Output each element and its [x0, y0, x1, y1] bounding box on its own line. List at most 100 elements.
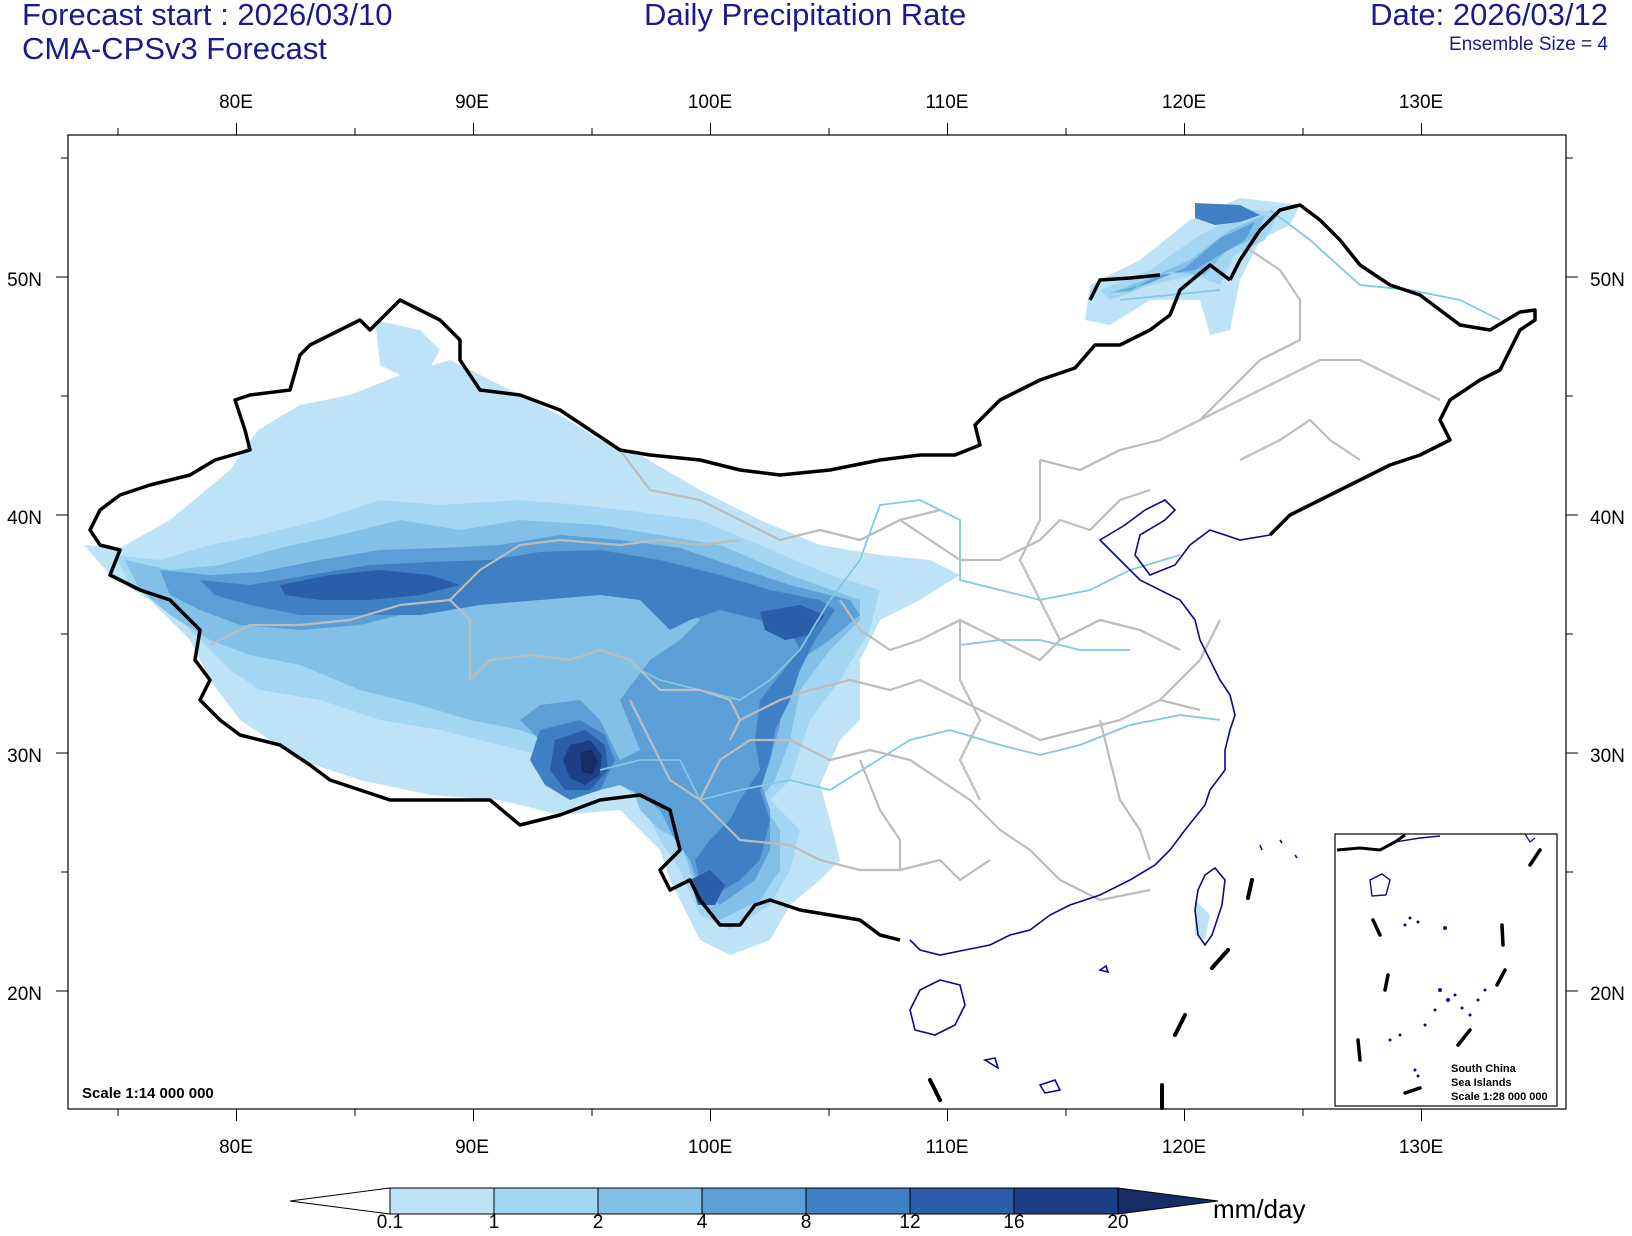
province-boundary [1098, 719, 1152, 861]
axis-ticks [56, 123, 1578, 1121]
precip-level-light [1195, 900, 1210, 940]
south-china-sea-reef [982, 1057, 1000, 1070]
date-label: Date: 2026/03/12 [1370, 0, 1608, 32]
inset-scale-label: Scale 1:28 000 000 [1451, 1091, 1548, 1103]
yangtze-river [599, 714, 1221, 802]
lon-label: 110E [926, 1137, 969, 1158]
inset-coastline [1394, 835, 1441, 843]
lon-labels-top: 80E 90E 100E 110E 120E 130E [219, 92, 1443, 113]
colorbar-tick-label: 2 [593, 1212, 604, 1233]
province-boundary [899, 488, 1151, 562]
coastline-east [909, 499, 1271, 956]
province-boundary [699, 738, 1151, 902]
lat-label: 20N [1590, 984, 1625, 1005]
province-boundary [1239, 418, 1361, 461]
huai-river [959, 639, 1130, 651]
chart-title: Daily Precipitation Rate [644, 0, 967, 32]
dash-segment [1246, 878, 1254, 900]
nine-dash-line [928, 878, 1254, 1110]
lon-label: 130E [1399, 1137, 1443, 1158]
south-china-sea-inset: South China Sea Islands Scale 1:28 000 0… [1334, 833, 1558, 1107]
northeast-river [1119, 289, 1221, 301]
inset-coast-border [1336, 833, 1406, 852]
colorbar-tick-labels: 0.1 1 2 4 8 12 16 20 [377, 1212, 1129, 1233]
colorbar-swatch [1013, 1187, 1119, 1215]
colorbar-tick-label: 20 [1107, 1212, 1128, 1233]
inset-dash [1500, 923, 1505, 947]
lon-label: 120E [1162, 1137, 1206, 1158]
dash-segment [1173, 1013, 1187, 1037]
lon-label: 100E [688, 92, 732, 113]
lat-label: 30N [7, 746, 42, 767]
lat-label: 30N [1590, 746, 1625, 767]
province-boundary [1018, 460, 1061, 641]
province-boundary [1159, 619, 1221, 701]
ensemble-size-label: Ensemble Size = 4 [1449, 34, 1608, 55]
lat-labels-left: 50N 40N 30N 20N [7, 270, 42, 1005]
precip-level-12 [760, 605, 825, 640]
model-label: CMA-CPSv3 Forecast [22, 31, 327, 66]
taiwan-island [1194, 866, 1226, 947]
lat-label: 50N [7, 270, 42, 291]
province-boundary [858, 759, 902, 870]
province-boundary [739, 678, 1201, 742]
map-scale-label: Scale 1:14 000 000 [82, 1085, 214, 1102]
colorbar-swatch [909, 1187, 1015, 1215]
national-border [88, 203, 1537, 942]
province-boundary [209, 598, 742, 741]
forecast-start-label: Forecast start : 2026/03/10 [22, 0, 393, 32]
colorbar-swatch-under [289, 1187, 391, 1215]
lon-label: 90E [455, 92, 489, 113]
precip-level-8 [200, 550, 835, 895]
colorbar-swatch [597, 1187, 703, 1215]
colorbar-tick-label: 8 [801, 1212, 812, 1233]
dash-segment [928, 1078, 942, 1102]
national-border-main [88, 263, 1232, 942]
precip-level-light [375, 320, 440, 385]
province-boundary [1039, 358, 1441, 472]
lon-label: 110E [926, 92, 969, 113]
province-boundary [958, 620, 982, 801]
colorbar-tick-label: 0.1 [377, 1212, 403, 1233]
hainan-island [909, 979, 966, 1036]
lat-label: 40N [7, 508, 42, 529]
province-boundary [1199, 249, 1302, 421]
south-china-sea-reef [1259, 839, 1298, 859]
lon-label: 100E [688, 1137, 732, 1158]
national-border-nw [1088, 273, 1161, 301]
precip-level-2 [1110, 215, 1265, 293]
inset-dash-line [1356, 848, 1542, 1095]
inset-dash [1528, 848, 1542, 867]
lat-labels-right: 50N 40N 30N 20N [1590, 270, 1625, 1005]
colorbar-swatch [493, 1187, 599, 1215]
colorbar-tick-label: 12 [899, 1212, 920, 1233]
colorbar-tick-label: 4 [697, 1212, 708, 1233]
south-china-sea-reef [1038, 1079, 1062, 1094]
lon-label: 130E [1399, 92, 1443, 113]
province-boundary [629, 699, 991, 882]
heilong-river [1269, 209, 1501, 321]
inset-dash [1495, 968, 1507, 987]
colorbar-tick-label: 1 [489, 1212, 500, 1233]
lat-label: 50N [1590, 270, 1625, 291]
inset-dash [1383, 973, 1390, 992]
colorbar-unit: mm/day [1213, 1194, 1305, 1224]
inset-islands [1388, 916, 1487, 1078]
province-boundary [839, 599, 1181, 662]
inset-dash [1456, 1028, 1472, 1047]
precipitation-shading [84, 198, 1300, 955]
inset-hainan [1369, 873, 1391, 897]
precip-level-4 [160, 535, 860, 905]
rivers [599, 209, 1501, 802]
colorbar-swatch-over [1117, 1187, 1219, 1215]
lon-label: 80E [219, 1137, 253, 1158]
colorbar-swatches [289, 1187, 1219, 1215]
colorbar-swatch [805, 1187, 911, 1215]
inset-label-line2: Sea Islands [1451, 1077, 1512, 1089]
inset-dash [1403, 1086, 1422, 1095]
inset-frame [1334, 833, 1558, 1107]
colorbar-swatch [701, 1187, 807, 1215]
precip-level-12 [280, 570, 460, 600]
colorbar: 0.1 1 2 4 8 12 16 20 mm/day [289, 1187, 1305, 1233]
